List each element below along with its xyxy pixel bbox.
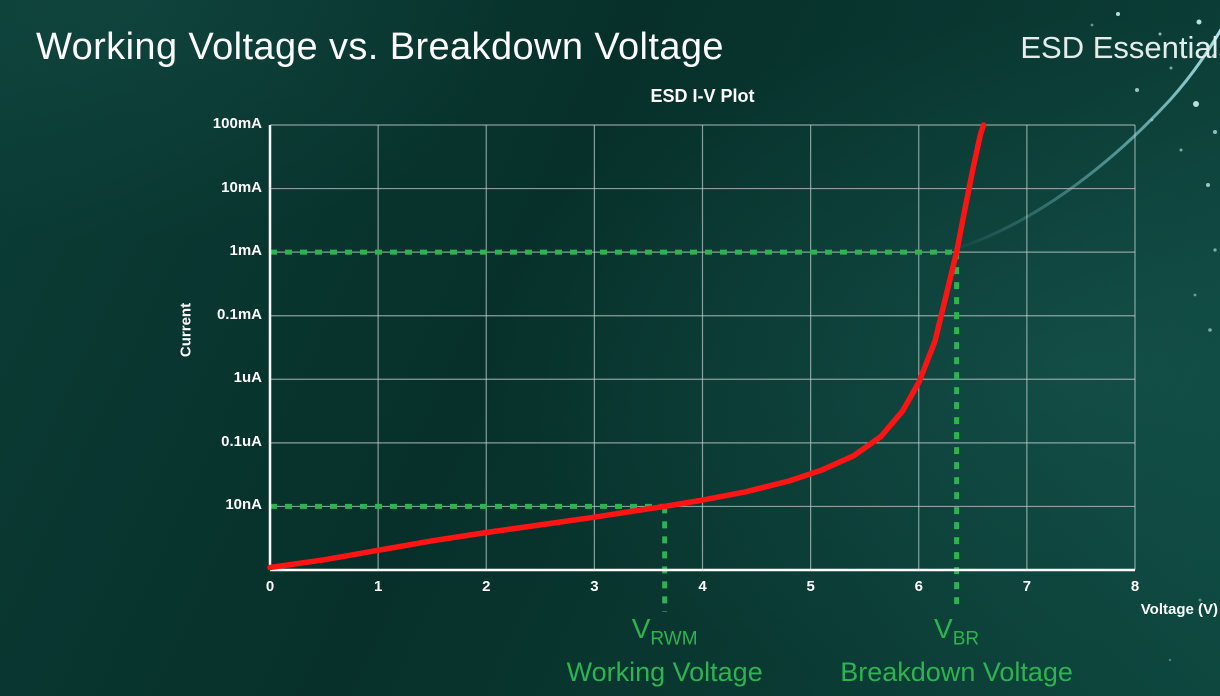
swoosh-curve	[944, 28, 1220, 254]
brand-text: ESD Essentials	[1020, 30, 1220, 65]
x-axis-label: Voltage (V)	[1140, 601, 1218, 618]
iv-curve	[267, 122, 987, 571]
sparkle-dots	[1090, 12, 1217, 662]
chart-title: ESD I-V Plot	[650, 86, 755, 106]
slide-title: Working Voltage vs. Breakdown Voltage	[36, 26, 724, 68]
